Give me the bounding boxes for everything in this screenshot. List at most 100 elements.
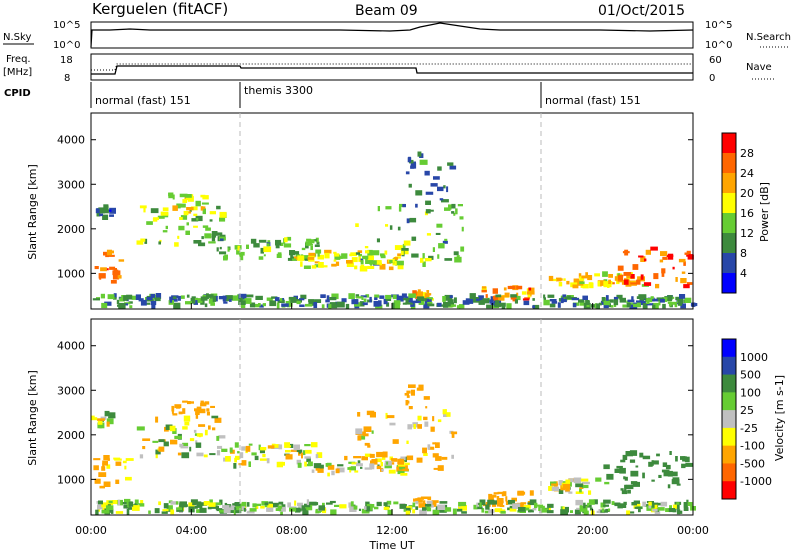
velocity-cell xyxy=(229,447,233,453)
velocity-cell xyxy=(266,458,270,464)
power-cell xyxy=(110,280,117,284)
power-cell xyxy=(655,283,660,289)
velocity-colorbar-swatch xyxy=(722,410,736,429)
velocity-cell xyxy=(103,481,111,487)
velocity-cell xyxy=(347,467,353,470)
velocity-cell xyxy=(290,449,298,452)
power-cell xyxy=(389,260,395,264)
velocity-cell xyxy=(110,508,114,514)
velocity-cell xyxy=(335,468,340,474)
power-cell xyxy=(626,302,631,308)
velocity-cell xyxy=(675,456,678,462)
power-cell xyxy=(317,254,324,260)
velocity-cell xyxy=(182,408,186,414)
velocity-cell xyxy=(354,470,359,473)
velocity-cell xyxy=(297,502,303,507)
power-cell xyxy=(239,251,245,256)
velocity-cell xyxy=(188,401,194,404)
velocity-cell xyxy=(621,490,628,495)
power-cell xyxy=(435,232,441,235)
velocity-cell xyxy=(527,502,533,505)
velocity-colorbar-swatch xyxy=(722,463,736,482)
velocity-cell xyxy=(424,421,429,427)
velocity-cell xyxy=(155,452,158,459)
velocity-cell xyxy=(642,501,647,507)
velocity-cell xyxy=(387,509,393,515)
velocity-cell xyxy=(161,511,168,514)
velocity-cell xyxy=(211,415,219,419)
velocity-cell xyxy=(128,501,134,507)
velocity-cell xyxy=(102,460,108,466)
velocity-cell xyxy=(217,445,223,449)
velocity-cell xyxy=(430,426,435,432)
velocity-cell xyxy=(423,396,430,400)
power-cell xyxy=(116,299,120,305)
power-cell xyxy=(501,303,506,309)
power-cell xyxy=(314,244,320,247)
power-cell xyxy=(191,218,199,222)
power-cell xyxy=(579,301,585,306)
power-cell xyxy=(237,245,240,251)
velocity-cell xyxy=(443,412,448,417)
power-cell xyxy=(303,265,311,269)
velocity-cell xyxy=(657,502,663,506)
velocity-cell xyxy=(620,459,626,463)
velocity-colorbar-tick: -500 xyxy=(740,457,765,470)
power-cell xyxy=(650,296,654,300)
power-cell xyxy=(380,255,386,259)
velocity-cell xyxy=(201,401,205,405)
velocity-cell xyxy=(381,456,386,460)
power-cell xyxy=(316,241,320,245)
velocity-cell xyxy=(214,417,222,423)
velocity-cell xyxy=(432,442,436,445)
power-cell xyxy=(563,278,566,281)
velocity-cell xyxy=(337,464,344,467)
velocity-cell xyxy=(195,440,198,445)
velocity-cell xyxy=(532,508,537,511)
velocity-cell xyxy=(196,502,201,508)
velocity-cell xyxy=(100,416,107,420)
power-cell xyxy=(415,190,423,196)
power-cell xyxy=(143,302,151,305)
power-cell xyxy=(503,287,507,291)
velocity-colorbar-tick: -1000 xyxy=(740,475,772,488)
velocity-ytick-label: 2000 xyxy=(57,429,85,442)
velocity-cell xyxy=(97,422,105,429)
power-cell xyxy=(427,303,435,307)
power-cell xyxy=(299,298,305,301)
velocity-cell xyxy=(371,459,378,465)
power-cell xyxy=(451,203,456,209)
velocity-cell xyxy=(293,444,300,451)
velocity-cell xyxy=(334,504,340,507)
velocity-cell xyxy=(487,499,495,505)
power-cell xyxy=(498,295,505,301)
power-cell xyxy=(562,294,567,298)
velocity-cell xyxy=(112,500,120,505)
power-cell xyxy=(229,299,232,302)
power-cell xyxy=(200,296,208,301)
power-cell xyxy=(433,176,440,180)
power-cell xyxy=(631,296,634,302)
power-cell xyxy=(360,295,367,298)
velocity-cell xyxy=(114,458,122,461)
velocity-cell xyxy=(101,466,106,471)
power-cell xyxy=(660,251,668,256)
velocity-cell xyxy=(318,505,325,511)
power-cell xyxy=(622,304,629,308)
velocity-cell xyxy=(367,444,371,448)
power-cell xyxy=(644,258,647,262)
power-cell xyxy=(680,303,686,309)
power-cell xyxy=(456,305,461,309)
power-cell xyxy=(482,286,487,289)
velocity-cell xyxy=(306,499,309,506)
velocity-cell xyxy=(376,465,382,470)
velocity-cell xyxy=(198,424,206,427)
power-cell xyxy=(447,299,454,304)
power-colorbar-swatch xyxy=(722,153,736,174)
velocity-cell xyxy=(203,501,210,506)
power-colorbar-label: Power [dB] xyxy=(758,182,771,242)
power-cell xyxy=(397,226,401,231)
power-cell xyxy=(416,296,425,301)
velocity-cell xyxy=(221,448,228,452)
power-cell xyxy=(355,252,360,255)
